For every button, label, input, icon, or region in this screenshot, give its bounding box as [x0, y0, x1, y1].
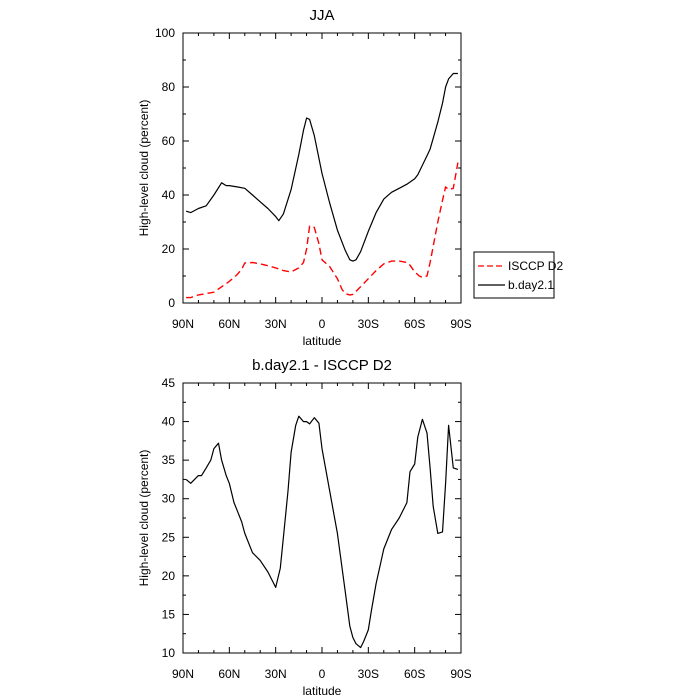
chart-title: b.day2.1 - ISCCP D2: [252, 357, 392, 374]
x-tick-label: 0: [319, 317, 326, 331]
plot-frame: [182, 382, 462, 654]
x-tick-label: 60N: [218, 667, 240, 681]
x-tick-label: 30S: [358, 317, 379, 331]
x-axis-label: latitude: [303, 684, 342, 698]
x-axis-label: latitude: [303, 334, 342, 348]
legend-label: b.day2.1: [508, 278, 554, 292]
x-tick-label: 90N: [172, 667, 194, 681]
x-tick-label: 30S: [358, 667, 379, 681]
series-line-1: [186, 162, 459, 299]
chart-panel-1: JJA 90N 60N 30N 0 30S 60S 90S 0 20 40 60 80 100 latitu…: [137, 7, 563, 348]
y-axis-label: High-level cloud (percent): [137, 450, 151, 587]
x-tick-label: 0: [319, 667, 326, 681]
chart-panel-2: b.day2.1 - ISCCP D2 90N 60N 30N 0 30S 60S 90S 10…: [137, 357, 472, 698]
legend-label: ISCCP D2: [508, 259, 563, 273]
y-axis-label: High-level cloud (percent): [137, 100, 151, 237]
x-tick-label: 60N: [218, 317, 240, 331]
x-tick-label: 90S: [450, 317, 471, 331]
y-tick-label: 40: [162, 415, 176, 429]
chart-title: JJA: [309, 7, 334, 24]
x-tick-label: 30N: [265, 667, 287, 681]
legend: ISCCP D2 b.day2.1: [473, 251, 563, 299]
y-tick-label: 30: [162, 492, 176, 506]
x-tick-label: 60S: [404, 317, 425, 331]
plot-frame: [182, 32, 462, 304]
y-tick-label: 40: [162, 188, 176, 202]
y-tick-label: 25: [162, 530, 176, 544]
y-tick-label: 60: [162, 134, 176, 148]
y-tick-label: 20: [162, 242, 176, 256]
legend-box: [473, 251, 555, 299]
y-tick-label: 100: [155, 26, 175, 40]
x-tick-label: 90S: [450, 667, 471, 681]
x-tick-label: 60S: [404, 667, 425, 681]
y-tick-label: 45: [162, 376, 176, 390]
y-tick-label: 35: [162, 453, 176, 467]
x-tick-label: 90N: [172, 317, 194, 331]
series-line-1: [185, 415, 459, 649]
y-tick-label: 0: [168, 296, 175, 310]
y-tick-label: 10: [162, 646, 176, 660]
y-tick-label: 15: [162, 607, 176, 621]
series-line-2: [185, 72, 458, 262]
y-tick-label: 80: [162, 80, 176, 94]
y-tick-label: 20: [162, 569, 176, 583]
x-tick-label: 30N: [265, 317, 287, 331]
